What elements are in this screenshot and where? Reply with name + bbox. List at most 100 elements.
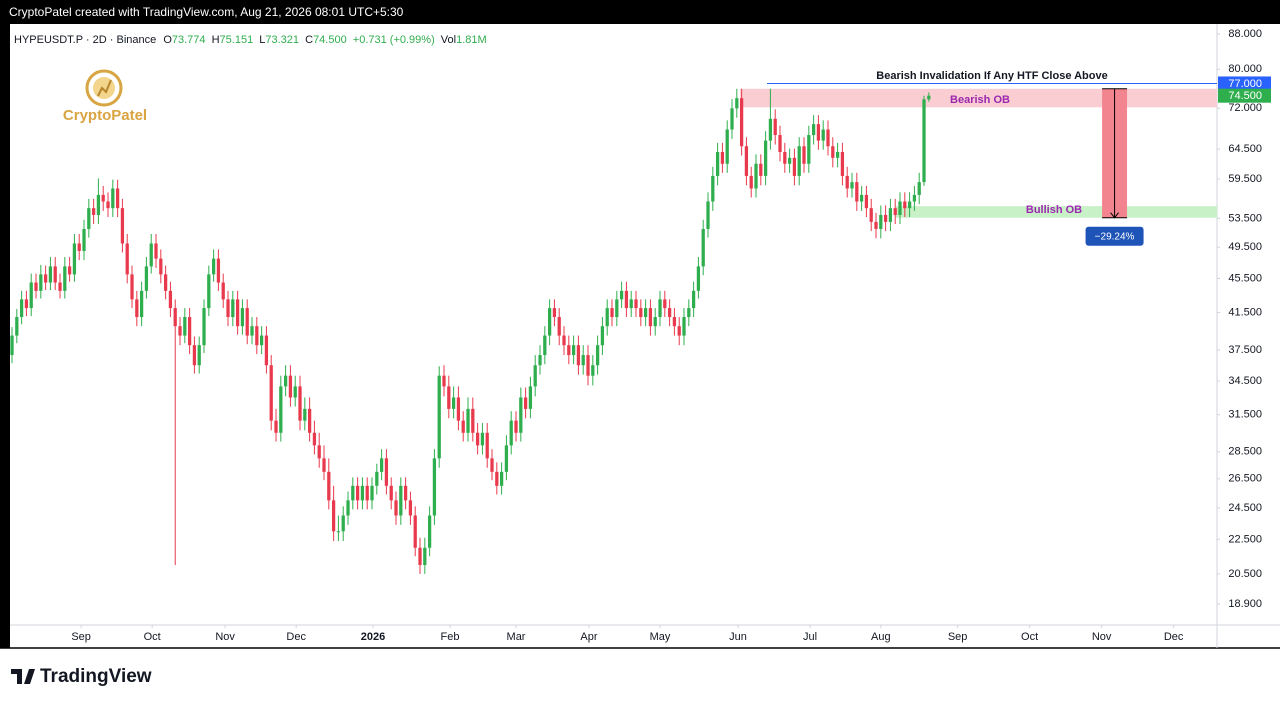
header-text: CryptoPatel created with TradingView.com… — [9, 5, 404, 19]
candle-body — [87, 208, 91, 229]
candle-body — [192, 345, 197, 366]
candle-body — [807, 135, 811, 164]
y-tick-label: 31.500 — [1228, 409, 1262, 421]
candle-body — [571, 345, 576, 356]
x-tick-label: Apr — [580, 631, 597, 643]
candle-body — [293, 386, 297, 398]
x-tick-label: Mar — [507, 631, 526, 643]
candle-body — [687, 308, 691, 318]
candle-body — [264, 335, 269, 366]
y-tick-label: 45.500 — [1228, 272, 1262, 284]
candle-body — [816, 124, 821, 141]
x-tick-label: Oct — [144, 631, 161, 643]
candle-body — [811, 124, 816, 136]
candle-body — [629, 299, 633, 309]
candle-body — [749, 175, 753, 189]
candle-body — [48, 266, 53, 283]
candle-body — [144, 266, 149, 291]
candle-body — [730, 108, 734, 130]
candle-body — [331, 500, 336, 532]
candle-body — [864, 194, 869, 209]
candle-body — [859, 194, 864, 202]
candle-body — [456, 397, 461, 421]
y-tick-label: 37.500 — [1228, 344, 1262, 356]
header-bar — [0, 0, 1280, 24]
candle-body — [528, 386, 533, 409]
invalidation-title: Bearish Invalidation If Any HTF Close Ab… — [876, 70, 1107, 82]
candle-body — [869, 208, 873, 222]
watermark-text: CryptoPatel — [63, 107, 147, 124]
candle-body — [303, 408, 307, 421]
candle-body — [288, 375, 293, 398]
candle-body — [207, 274, 211, 309]
candle-body — [768, 118, 773, 141]
x-tick-label: Oct — [1021, 631, 1038, 643]
candle-body — [576, 345, 581, 366]
candle-body — [701, 228, 705, 267]
candle-body — [586, 355, 590, 376]
legend-value: 73.321 — [265, 34, 299, 46]
candle-body — [792, 157, 797, 176]
logo-arrow — [97, 79, 112, 97]
candle-body — [557, 317, 561, 336]
candle-body — [346, 500, 350, 516]
candle-body — [312, 432, 317, 446]
candle-body — [835, 151, 840, 158]
candle-body — [413, 515, 417, 548]
y-tick-label: 20.500 — [1228, 568, 1262, 580]
candle-body — [591, 365, 595, 376]
last-price-tag-label: 74.500 — [1228, 90, 1262, 102]
candle-body — [427, 515, 432, 548]
candle-body — [706, 201, 710, 229]
candle-body — [307, 408, 312, 433]
y-tick-label: 88.000 — [1228, 28, 1262, 40]
candle-body — [663, 299, 667, 309]
candle-body — [437, 375, 441, 459]
y-tick-label: 22.500 — [1228, 533, 1262, 545]
candle-body — [850, 182, 854, 189]
candle-body — [279, 386, 283, 433]
candle-body — [211, 258, 216, 275]
candle-body — [735, 98, 739, 109]
candle-body — [216, 258, 221, 283]
candle-body — [773, 118, 777, 136]
candle-body — [763, 140, 768, 176]
candle-body — [922, 99, 926, 183]
candle-body — [399, 485, 403, 516]
zone-label: Bullish OB — [1026, 204, 1082, 216]
candle-body — [581, 355, 585, 366]
measure-label: −29.24% — [1095, 231, 1135, 242]
candle-body — [255, 326, 259, 346]
candle-body — [682, 317, 686, 336]
candle-body — [567, 345, 571, 356]
candle-body — [538, 355, 542, 366]
order-block-zone — [740, 88, 1217, 108]
y-tick-label: 24.500 — [1228, 502, 1262, 514]
x-tick-label: Sep — [71, 631, 91, 643]
candle-body — [672, 317, 677, 327]
candle-body — [106, 201, 110, 209]
candle-body — [787, 157, 792, 164]
candle-body — [408, 500, 413, 516]
footer-logo-text: TradingView — [40, 666, 152, 687]
candle-body — [903, 201, 907, 209]
candle-body — [874, 221, 878, 229]
candle-body — [67, 266, 72, 275]
candle-body — [826, 129, 830, 147]
y-tick-label: 18.900 — [1228, 598, 1262, 610]
candle-body — [91, 208, 96, 215]
candle-body — [168, 290, 173, 309]
x-tick-label: Dec — [1164, 631, 1184, 643]
measure-arrowhead — [1110, 212, 1119, 219]
candle-body — [322, 458, 326, 472]
logo-coin — [85, 69, 123, 107]
candle-body — [197, 345, 201, 366]
y-tick-label: 72.000 — [1228, 102, 1262, 114]
candle-body — [778, 135, 782, 152]
candle-body — [19, 299, 24, 318]
candle-body — [29, 282, 33, 309]
candle-body — [245, 308, 249, 336]
candle-body — [927, 95, 931, 100]
candle-body — [221, 282, 225, 300]
y-tick-label: 59.500 — [1228, 173, 1262, 185]
